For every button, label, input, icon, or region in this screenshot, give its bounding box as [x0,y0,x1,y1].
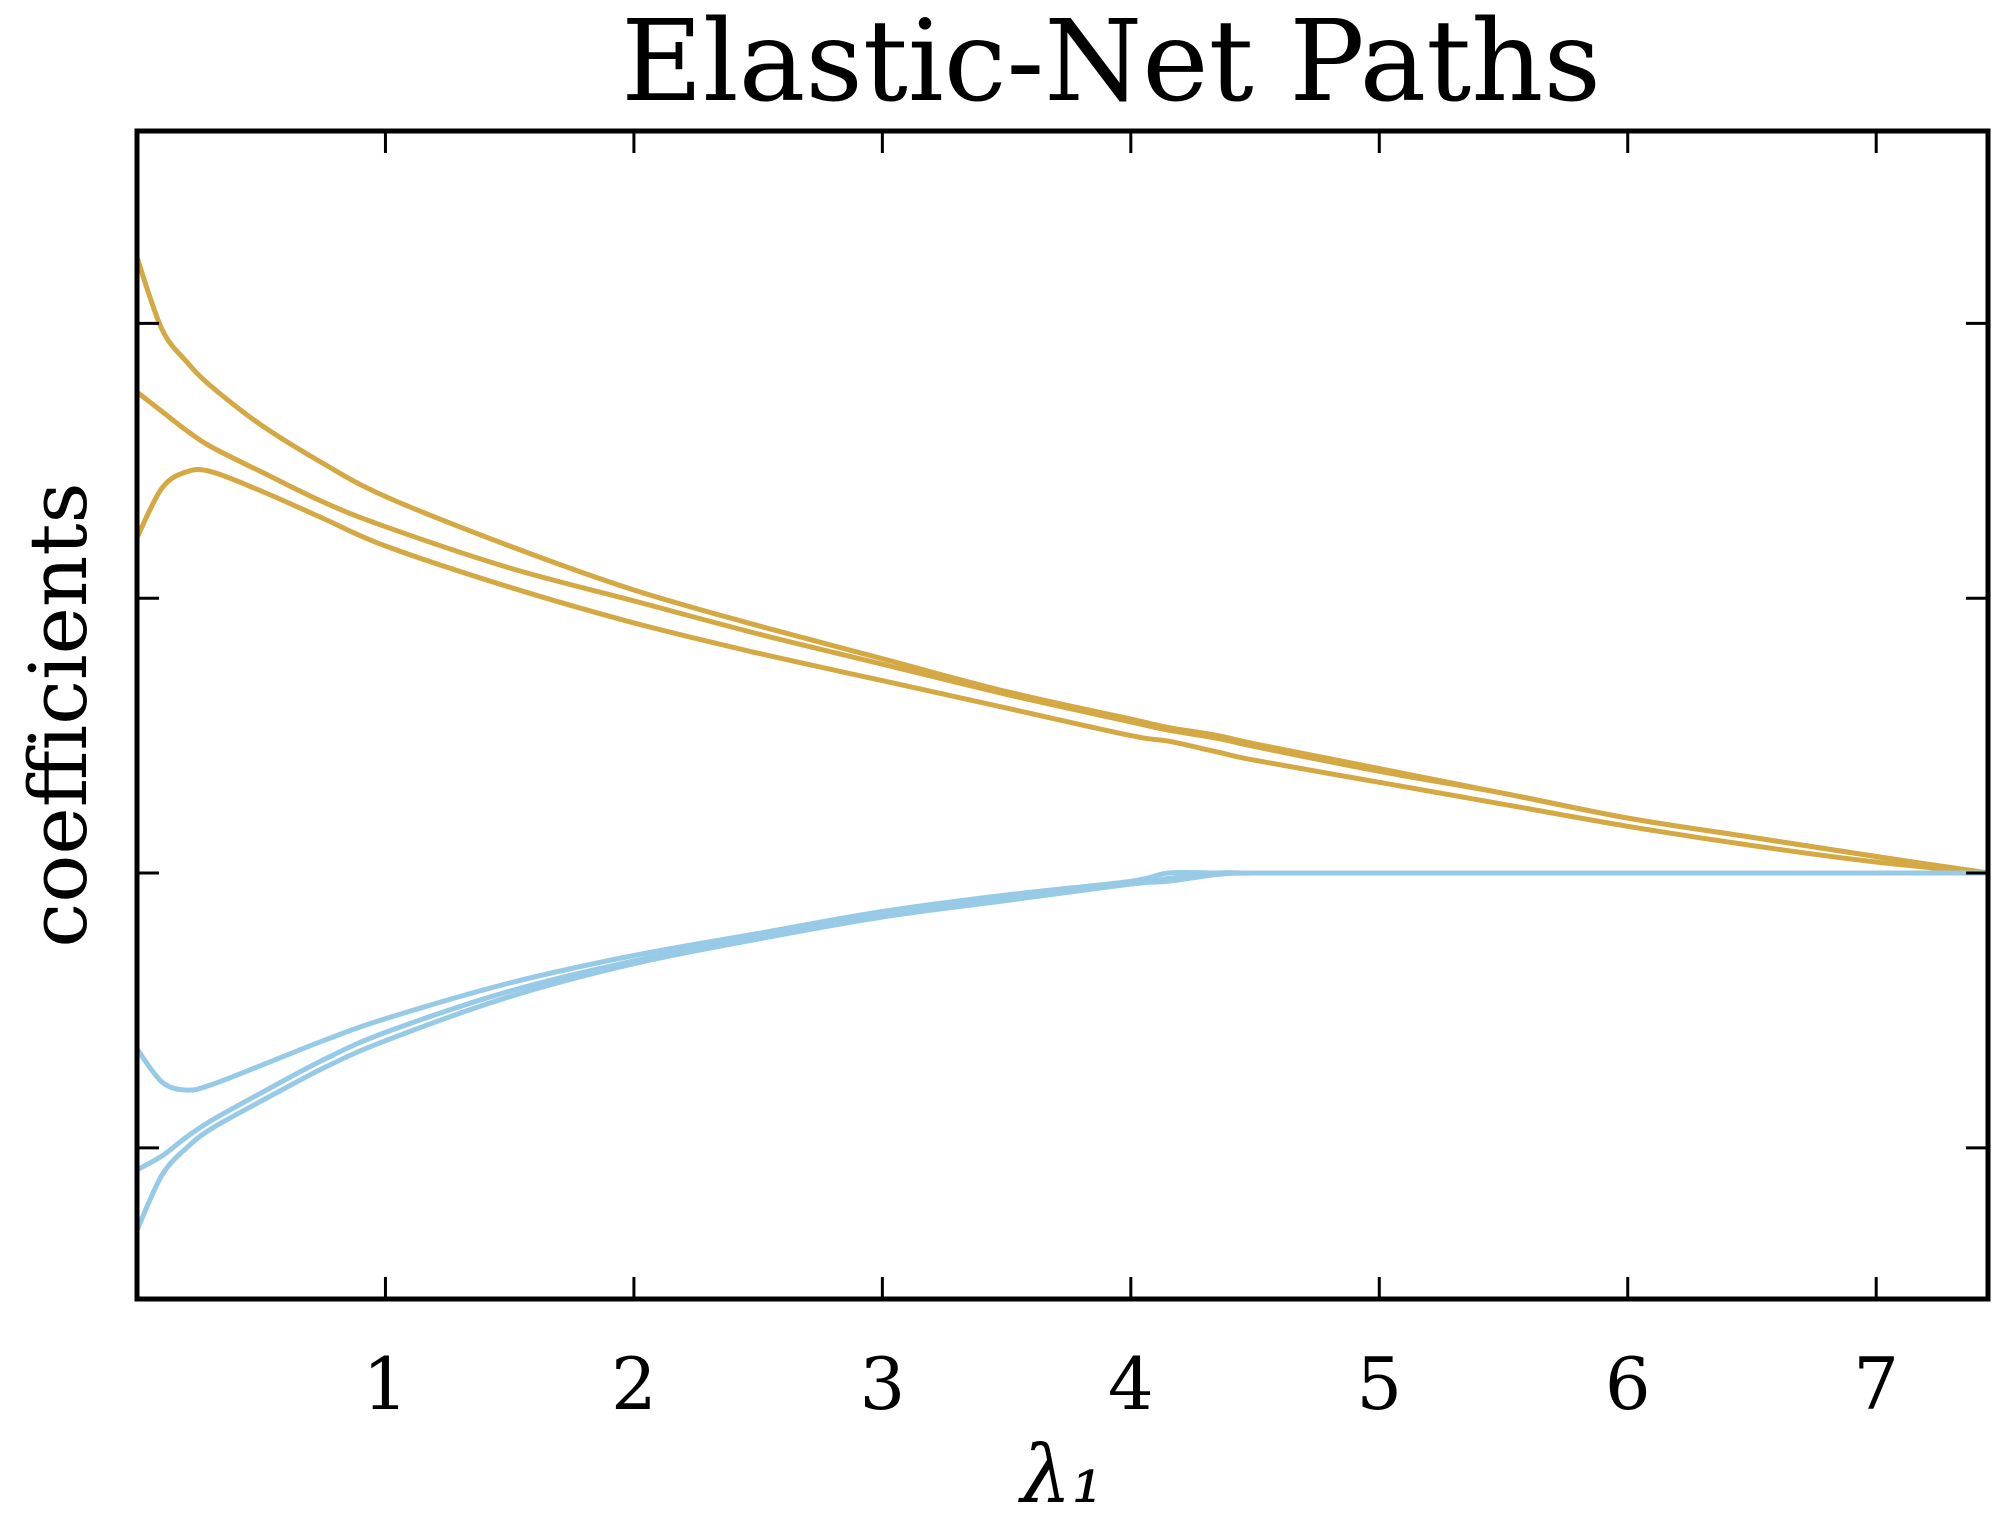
chart-title: Elastic-Net Paths [621,0,1601,127]
x-tick-label: 1 [363,1342,409,1426]
axis-ticks: 1 2 3 4 5 6 7 [137,131,1988,1426]
series-line-negative-5 [134,870,1991,1173]
x-tick-label: 7 [1853,1342,1899,1426]
x-tick-label: 6 [1605,1342,1651,1426]
axes-frame [134,128,1991,1302]
x-tick-label: 5 [1356,1342,1402,1426]
series-line-positive-3 [134,467,1991,876]
plot-area [134,254,1991,1233]
series-line-negative-6 [134,870,1991,1233]
series-line-positive-1 [134,254,1991,876]
x-tick-label: 4 [1108,1342,1154,1426]
series-line-negative-4 [134,869,1991,1093]
y-axis-label: coefficients [12,482,105,947]
series-line-positive-2 [134,389,1991,876]
x-tick-label: 2 [611,1342,657,1426]
x-axis-label: λ₁ [1018,1428,1104,1521]
x-tick-label: 3 [859,1342,905,1426]
